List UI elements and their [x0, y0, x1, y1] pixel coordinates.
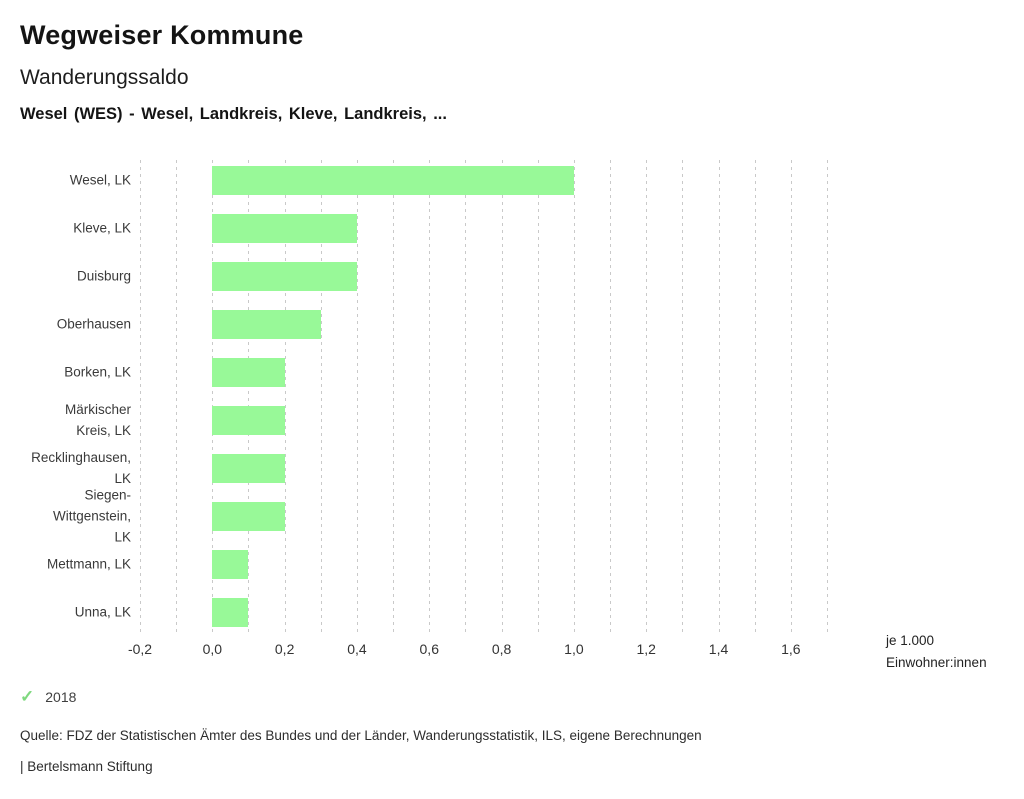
x-axis-unit-label: je 1.000 Einwohner:innen	[886, 630, 987, 673]
bar	[212, 549, 249, 579]
gridline	[646, 160, 648, 636]
brand-note: | Bertelsmann Stiftung	[20, 759, 153, 774]
gridline	[140, 160, 141, 636]
category-label: Mettmann, LK	[46, 556, 131, 572]
x-tick-label: -0,2	[127, 641, 153, 657]
gridline	[356, 160, 358, 636]
x-tick-label: 1,2	[636, 641, 656, 657]
gridline	[682, 160, 684, 636]
category-label: Duisburg	[76, 268, 131, 284]
category-label: Oberhausen	[56, 316, 131, 332]
legend-item-2018[interactable]: ✓ 2018	[20, 687, 76, 707]
plot-area	[140, 160, 828, 636]
chart-region-subtitle: Wesel (WES) - Wesel, Landkreis, Kleve, L…	[20, 105, 447, 123]
category-label: Borken, LK	[64, 364, 131, 380]
checkmark-icon: ✓	[20, 687, 35, 706]
x-tick-label: 0,8	[491, 641, 512, 657]
gridline	[176, 160, 178, 636]
gridline	[573, 160, 575, 636]
source-note: Quelle: FDZ der Statistischen Ämter des …	[20, 728, 702, 743]
x-tick-label: 0,4	[347, 641, 367, 657]
x-tick-label: 1,6	[781, 641, 801, 657]
category-label: Kleve, LK	[73, 220, 131, 236]
bar	[212, 261, 357, 291]
category-label: Unna, LK	[74, 604, 131, 620]
x-tick-label: 0,6	[419, 641, 439, 657]
x-axis-unit-line2: Einwohner:innen	[886, 654, 987, 670]
x-axis-ticks: -0,2 0,0 0,2 0,4 0,6 0,8 1,0 1,2 1,4 1,6	[128, 641, 827, 661]
bar	[212, 405, 285, 435]
bar	[212, 453, 285, 483]
bar	[212, 309, 321, 339]
category-label: Märkischer Kreis, LK	[64, 402, 131, 438]
gridline	[718, 160, 720, 636]
x-tick-label: 1,4	[708, 641, 729, 657]
x-tick-label: 0,0	[202, 641, 223, 657]
bar	[212, 501, 285, 531]
gridline	[501, 160, 503, 636]
gridline	[610, 160, 612, 636]
gridline	[212, 160, 214, 636]
gridline	[754, 160, 756, 636]
bar	[212, 597, 249, 627]
category-labels: Wesel, LK Kleve, LK Duisburg Oberhausen Bork…	[31, 160, 131, 636]
chart-title: Wanderungssaldo	[20, 66, 189, 89]
bar	[212, 357, 285, 387]
page-title: Wegweiser Kommune	[20, 20, 304, 50]
bar	[212, 213, 357, 243]
gridline	[827, 160, 828, 636]
gridline	[790, 160, 792, 636]
gridline	[248, 160, 250, 636]
category-label: Wesel, LK	[69, 172, 131, 188]
gridline	[284, 160, 286, 636]
x-axis-unit-line1: je 1.000	[886, 633, 935, 648]
legend-year-label: 2018	[45, 689, 77, 705]
gridline	[465, 160, 467, 636]
gridline	[320, 160, 322, 636]
x-tick-label: 1,0	[564, 641, 584, 657]
gridline	[537, 160, 539, 636]
category-label: Recklinghausen, LK	[31, 450, 131, 486]
category-label: Siegen- Wittgenstein, LK	[52, 487, 131, 545]
gridline	[429, 160, 431, 636]
x-tick-label: 0,2	[274, 641, 295, 657]
gridline	[393, 160, 395, 636]
bar	[212, 165, 574, 195]
